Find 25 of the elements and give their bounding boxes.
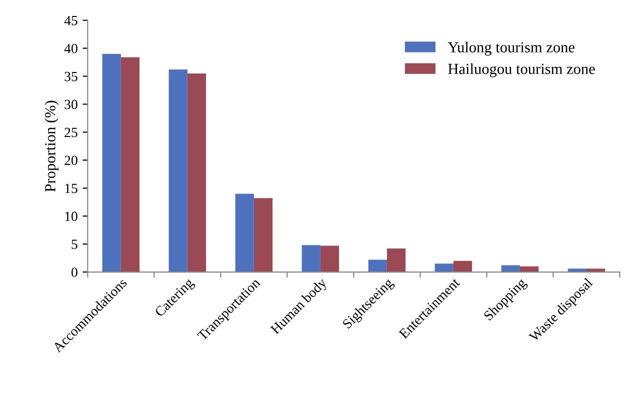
y-tick-label: 25 [64, 128, 78, 138]
y-tick-label: 10 [65, 212, 78, 222]
y-tick-label: 45 [64, 16, 78, 26]
y-tick-label: 0 [72, 268, 78, 277]
bar [434, 264, 454, 272]
bar [187, 73, 206, 272]
legend-label: Hailuogou tourism zone [448, 63, 595, 78]
bar [453, 260, 472, 272]
bar [120, 57, 140, 272]
bar [386, 248, 406, 272]
y-axis-title: Proportion (%) [44, 100, 58, 192]
y-tick-label: 40 [64, 44, 78, 54]
y-tick-label: 35 [64, 72, 78, 82]
bar [102, 54, 121, 272]
bar [168, 70, 188, 272]
bar [235, 194, 254, 272]
bar [368, 260, 387, 272]
y-tick-label: 30 [64, 100, 78, 110]
bar [320, 246, 340, 272]
y-tick-label: 20 [64, 156, 78, 166]
legend-label: Yulong tourism zone [448, 42, 574, 56]
y-tick-label: 5 [72, 240, 78, 250]
y-tick-label: 15 [65, 184, 78, 194]
bar [302, 245, 320, 272]
bar [254, 198, 273, 272]
